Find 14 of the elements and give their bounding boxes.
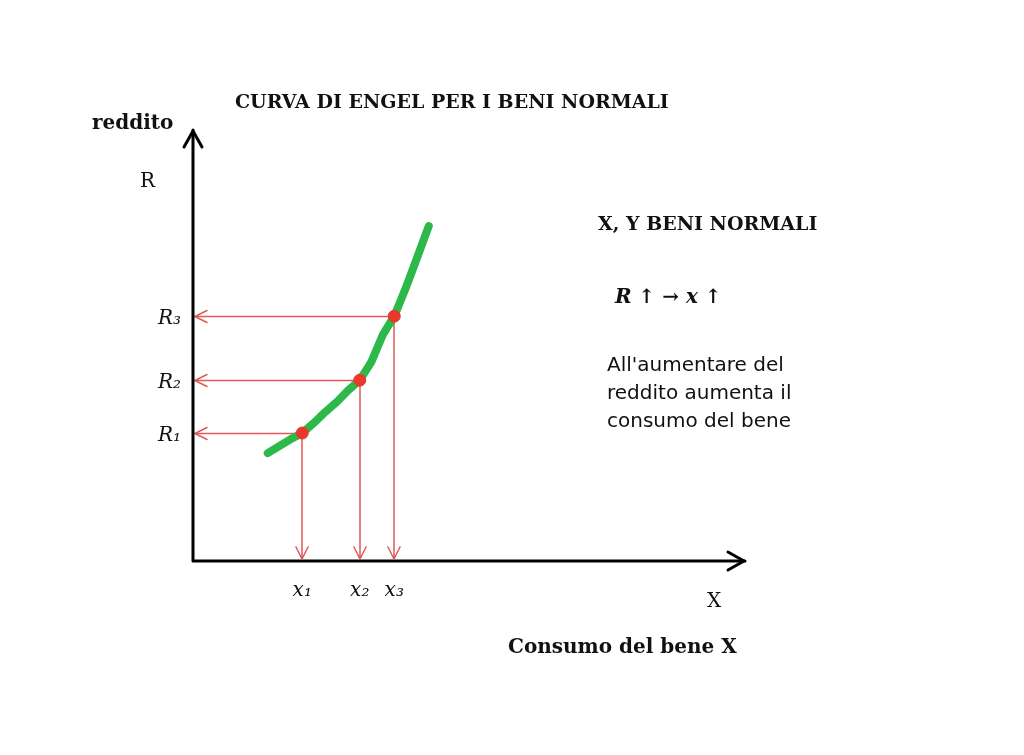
ref-line-label: R₁	[156, 421, 181, 446]
x-tick-label: x₁	[292, 577, 312, 602]
text: R	[140, 168, 156, 192]
y-axis-title: reddito	[92, 110, 174, 134]
x-tick-label: x₃	[384, 577, 404, 602]
x-tick-label: x₂	[350, 577, 370, 602]
ref-line-label: R₂	[156, 368, 181, 393]
x-axis-title: Consumo del bene X	[508, 634, 737, 658]
text: X	[707, 588, 722, 612]
ref-line-label: R₃	[156, 304, 181, 329]
annotation: X, Y BENI NORMALI	[598, 212, 818, 234]
annotation: All'aumentare del reddito aumenta il consumo del bene	[607, 351, 793, 434]
annotation: R ↑ → x ↑	[615, 284, 722, 308]
chart-title: CURVA DI ENGEL PER I BENI NORMALI	[235, 90, 669, 112]
